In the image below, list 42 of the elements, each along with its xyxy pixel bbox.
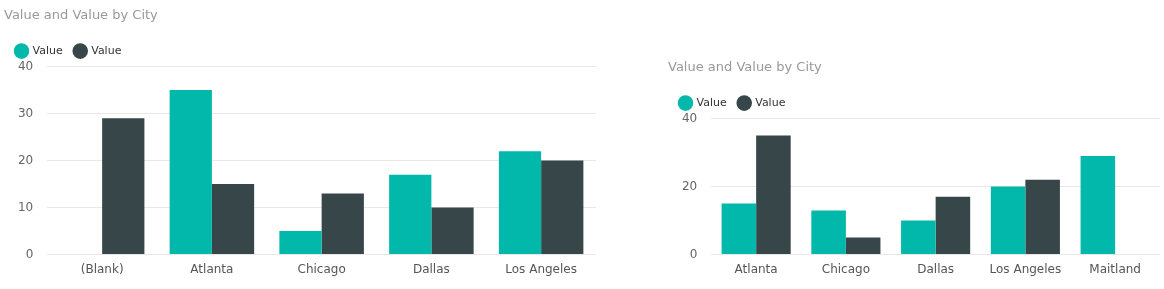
- bar: [756, 135, 791, 255]
- legend-label: Value: [755, 95, 786, 109]
- y-tick-label: 40: [17, 58, 34, 73]
- bar: [845, 237, 881, 255]
- bar: [211, 184, 255, 255]
- chart-title: Value and Value by City: [668, 59, 823, 75]
- y-tick-label: 0: [689, 246, 698, 261]
- bar: [1025, 179, 1060, 255]
- chart-title: Value and Value by City: [4, 7, 159, 23]
- x-tick-label: Chicago: [297, 261, 346, 276]
- x-tick-label: Los Angeles: [989, 261, 1062, 276]
- bar: [169, 90, 212, 255]
- y-tick-label: 10: [17, 199, 34, 214]
- bar: [431, 207, 474, 255]
- bar: [721, 203, 757, 255]
- bar: [279, 231, 322, 255]
- y-tick-label: 20: [681, 178, 698, 193]
- y-tick-label: 30: [17, 105, 34, 120]
- y-tick-label: 20: [17, 152, 34, 167]
- x-tick-label: Chicago: [821, 261, 871, 276]
- bar: [498, 151, 542, 255]
- legend-label: Value: [32, 43, 63, 57]
- legend-label: Value: [696, 95, 727, 109]
- x-tick-label: Dallas: [917, 261, 955, 276]
- bar: [1080, 156, 1116, 255]
- bar: [389, 174, 432, 255]
- bar: [901, 220, 936, 255]
- bar: [102, 118, 145, 255]
- bar: [990, 186, 1026, 255]
- y-tick-label: 0: [25, 246, 34, 261]
- bar: [935, 196, 971, 255]
- x-tick-label: Atlanta: [734, 261, 778, 276]
- bar: [321, 193, 364, 255]
- x-tick-label: Atlanta: [190, 261, 234, 276]
- y-tick-label: 40: [681, 110, 698, 125]
- x-tick-label: (Blank): [80, 261, 124, 276]
- bar: [541, 160, 584, 255]
- bar: [811, 210, 846, 255]
- x-tick-label: Dallas: [412, 261, 450, 276]
- x-tick-label: Los Angeles: [505, 261, 577, 276]
- legend-label: Value: [91, 43, 122, 57]
- x-tick-label: Maitland: [1089, 261, 1141, 276]
